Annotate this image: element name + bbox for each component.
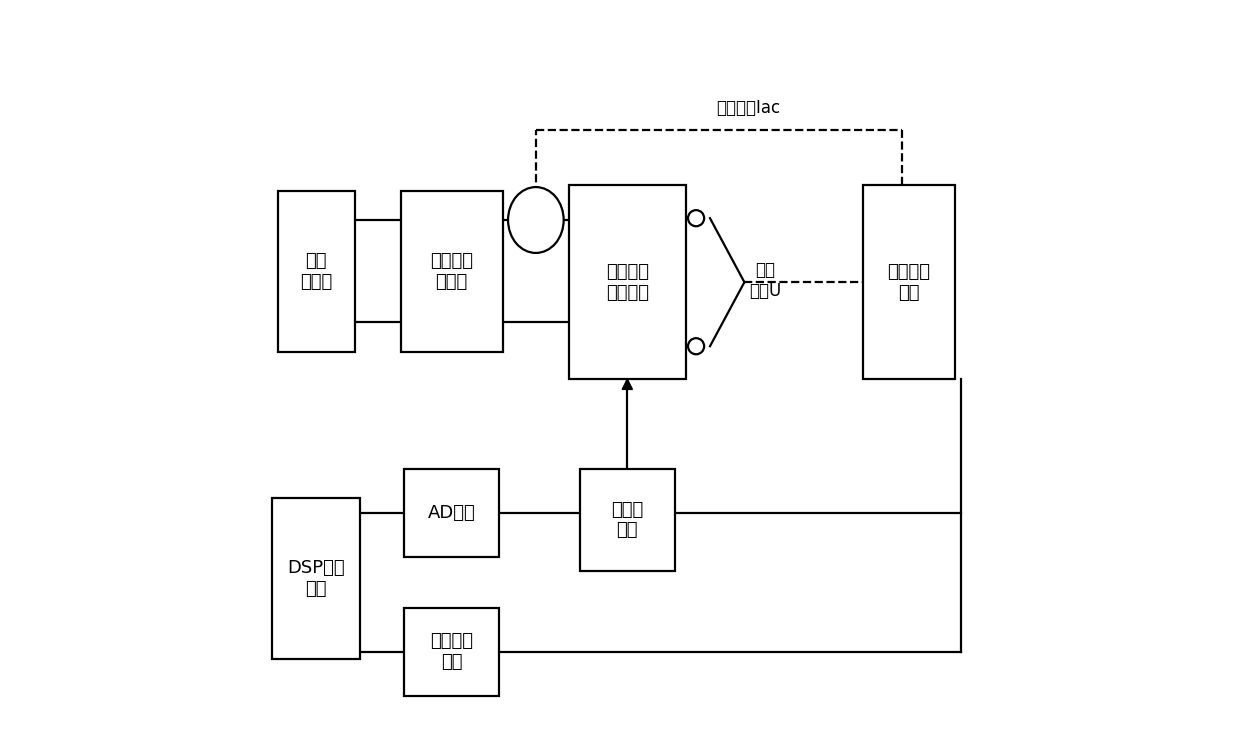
Text: 感应
电压U: 感应 电压U — [749, 261, 781, 300]
Bar — [278, 191, 355, 352]
Circle shape — [688, 338, 704, 354]
Bar — [404, 468, 500, 556]
Bar — [580, 468, 675, 571]
Text: 过零捕获
电路: 过零捕获 电路 — [430, 632, 474, 671]
Text: 信号调理
电路: 信号调理 电路 — [888, 263, 930, 302]
Ellipse shape — [508, 187, 564, 253]
Text: 驱动电流Iac: 驱动电流Iac — [715, 99, 780, 117]
Bar — [401, 191, 503, 352]
Text: 数字功率
放大器: 数字功率 放大器 — [430, 252, 474, 291]
Bar — [863, 185, 955, 379]
Text: 超磁致伸
缩换能器: 超磁致伸 缩换能器 — [606, 263, 649, 302]
Circle shape — [688, 210, 704, 226]
Text: AD采样: AD采样 — [428, 504, 476, 522]
Polygon shape — [622, 379, 632, 389]
Text: 信号
发生器: 信号 发生器 — [300, 252, 332, 291]
Bar — [404, 608, 500, 696]
Bar — [273, 498, 361, 659]
Text: 预应力
调节: 预应力 调节 — [611, 500, 644, 539]
Text: DSP数据
处理: DSP数据 处理 — [288, 559, 345, 598]
Bar — [569, 185, 686, 379]
